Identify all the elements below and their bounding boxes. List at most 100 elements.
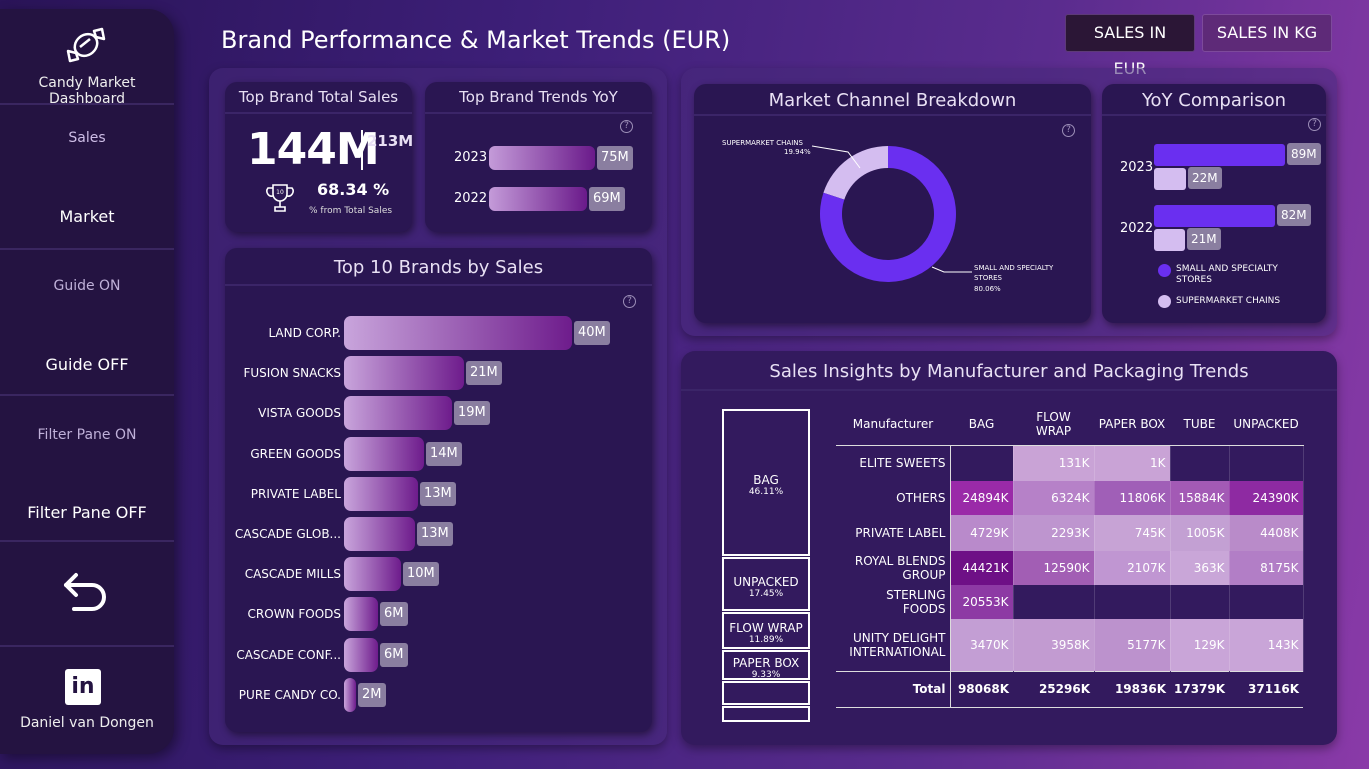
matrix-header[interactable]: Manufacturer	[836, 403, 950, 446]
page-title: Brand Performance & Market Trends (EUR)	[221, 26, 731, 54]
matrix-cell: 4729K	[950, 515, 1014, 551]
matrix-header[interactable]: TUBE	[1170, 403, 1230, 446]
help-icon[interactable]: ?	[1062, 124, 1075, 137]
sales-in-kg-button[interactable]: SALES IN KG	[1202, 14, 1332, 52]
brand-bar[interactable]	[344, 396, 452, 430]
matrix-header[interactable]: UNPACKED	[1229, 403, 1304, 446]
matrix-row: STERLING FOODS 20553K	[836, 585, 1304, 619]
sales-in-eur-button[interactable]: SALES IN EUR	[1065, 14, 1195, 78]
matrix-cell	[1094, 585, 1171, 619]
brand-label: GREEN GOODS	[250, 447, 341, 461]
brand-bar[interactable]	[344, 316, 572, 350]
matrix-cell	[1229, 585, 1304, 619]
matrix-cell: 11806K	[1094, 481, 1171, 515]
matrix-cell: 12590K	[1013, 551, 1095, 585]
total-cell: 19836K	[1094, 670, 1170, 708]
guide-off-button[interactable]: Guide OFF	[45, 355, 129, 374]
matrix-header[interactable]: FLOW WRAP	[1013, 403, 1094, 446]
manufacturer-name: STERLING FOODS	[836, 585, 951, 619]
supermarket-bar-label: 21M	[1187, 228, 1221, 250]
donut-label-specialty-2: STORES	[974, 274, 1002, 282]
treemap-tile[interactable]: FLOW WRAP 11.89%	[722, 612, 810, 649]
manufacturer-name: PRIVATE LABEL	[836, 515, 951, 551]
total-label: Total	[836, 670, 951, 708]
filter-pane-off-button[interactable]: Filter Pane OFF	[27, 503, 147, 522]
filter-pane-on-button[interactable]: Filter Pane ON	[37, 427, 137, 443]
matrix-cell: 2107K	[1094, 551, 1171, 585]
supermarket-bar[interactable]	[1154, 168, 1186, 190]
treemap-tile[interactable]: BAG 46.11%	[722, 409, 810, 556]
matrix-total-row: Total 98068K 25296K 19836K 17379K 37116K	[836, 670, 1304, 708]
brand-bar[interactable]	[344, 597, 378, 631]
matrix-cell: 24894K	[950, 481, 1014, 515]
author-name: Daniel van Dongen	[20, 715, 154, 731]
total-cell: 17379K	[1170, 670, 1230, 708]
matrix-row: OTHERS 24894K 6324K 11806K 15884K 24390K	[836, 481, 1304, 515]
matrix-row: UNITY DELIGHT INTERNATIONAL 3470K 3958K 517…	[836, 619, 1304, 671]
brand-value-label: 6M	[380, 643, 408, 667]
total-cell: 37116K	[1229, 670, 1304, 708]
matrix-cell	[1170, 445, 1230, 481]
matrix-cell: 2293K	[1013, 515, 1095, 551]
treemap-tile[interactable]	[722, 681, 810, 705]
matrix-cell: 129K	[1170, 619, 1230, 671]
matrix-cell: 131K	[1013, 445, 1095, 481]
help-icon[interactable]: ?	[1308, 118, 1321, 131]
matrix-cell: 15884K	[1170, 481, 1230, 515]
manufacturer-name: OTHERS	[836, 481, 951, 515]
matrix-row: ELITE SWEETS 131K 1K	[836, 445, 1304, 481]
channel-card: Market Channel Breakdown ? SUPERMARKET C…	[694, 84, 1091, 323]
help-icon[interactable]: ?	[623, 295, 636, 308]
matrix-cell: 6324K	[1013, 481, 1095, 515]
brand-label: CROWN FOODS	[247, 607, 341, 621]
yoy-year: 2023	[454, 150, 488, 165]
brand-value-label: 21M	[466, 361, 502, 385]
specialty-bar[interactable]	[1154, 144, 1285, 166]
trophy-icon: 10	[266, 184, 294, 212]
sidebar: Candy Market Dashboard Sales Market Guid…	[0, 9, 174, 754]
help-icon[interactable]: ?	[620, 120, 633, 133]
brand-label: PURE CANDY CO.	[238, 688, 341, 702]
donut-slice[interactable]	[823, 146, 888, 200]
back-arrow-icon[interactable]	[60, 565, 110, 615]
donut-pct-specialty: 80.06%	[974, 285, 1001, 293]
brand-label: PRIVATE LABEL	[250, 487, 341, 501]
kpi-percentage: 68.34 %	[317, 180, 390, 199]
brand-bar[interactable]	[344, 557, 401, 591]
matrix-header[interactable]: BAG	[950, 403, 1013, 446]
matrix-cell	[1229, 445, 1304, 481]
brand-bar[interactable]	[344, 678, 356, 712]
yoy-year: 2022	[454, 191, 488, 206]
specialty-bar[interactable]	[1154, 205, 1275, 227]
brand-value-label: 2M	[358, 683, 386, 707]
matrix-cell: 143K	[1229, 619, 1304, 671]
brand-bar[interactable]	[344, 477, 418, 511]
yoy-value-label: 75M	[597, 146, 633, 170]
kpi-total: 213M	[367, 132, 412, 150]
manufacturer-name: ELITE SWEETS	[836, 445, 951, 481]
brand-bar[interactable]	[344, 437, 424, 471]
brand-label: CASCADE MILLS	[244, 567, 341, 581]
nav-sales[interactable]: Sales	[68, 130, 106, 146]
supermarket-bar[interactable]	[1154, 229, 1185, 251]
matrix-row: PRIVATE LABEL 4729K 2293K 745K 1005K 4408K	[836, 515, 1304, 551]
matrix-cell	[1013, 585, 1095, 619]
insights-title: Sales Insights by Manufacturer and Packa…	[769, 361, 1249, 382]
matrix-header[interactable]: PAPER BOX	[1094, 403, 1170, 446]
yoy-value-label: 69M	[589, 187, 625, 211]
donut-slice[interactable]	[820, 146, 956, 282]
yoy-trend-card: Top Brand Trends YoY ? 2023 75M 2022 69M	[425, 82, 652, 232]
treemap-tile[interactable]: UNPACKED 17.45%	[722, 557, 810, 611]
treemap-tile[interactable]: PAPER BOX 9.33%	[722, 650, 810, 680]
treemap-tile[interactable]	[722, 706, 810, 722]
guide-on-button[interactable]: Guide ON	[53, 278, 121, 294]
nav-market[interactable]: Market	[59, 207, 115, 226]
brand-bar[interactable]	[344, 356, 464, 390]
brand-bar[interactable]	[344, 638, 378, 672]
brand-bar[interactable]	[344, 517, 415, 551]
brand-value-label: 13M	[417, 522, 453, 546]
kpi-percentage-label: % from Total Sales	[309, 206, 393, 216]
linkedin-icon[interactable]: in	[65, 669, 101, 705]
matrix-cell: 1005K	[1170, 515, 1230, 551]
svg-text:10: 10	[276, 189, 284, 196]
